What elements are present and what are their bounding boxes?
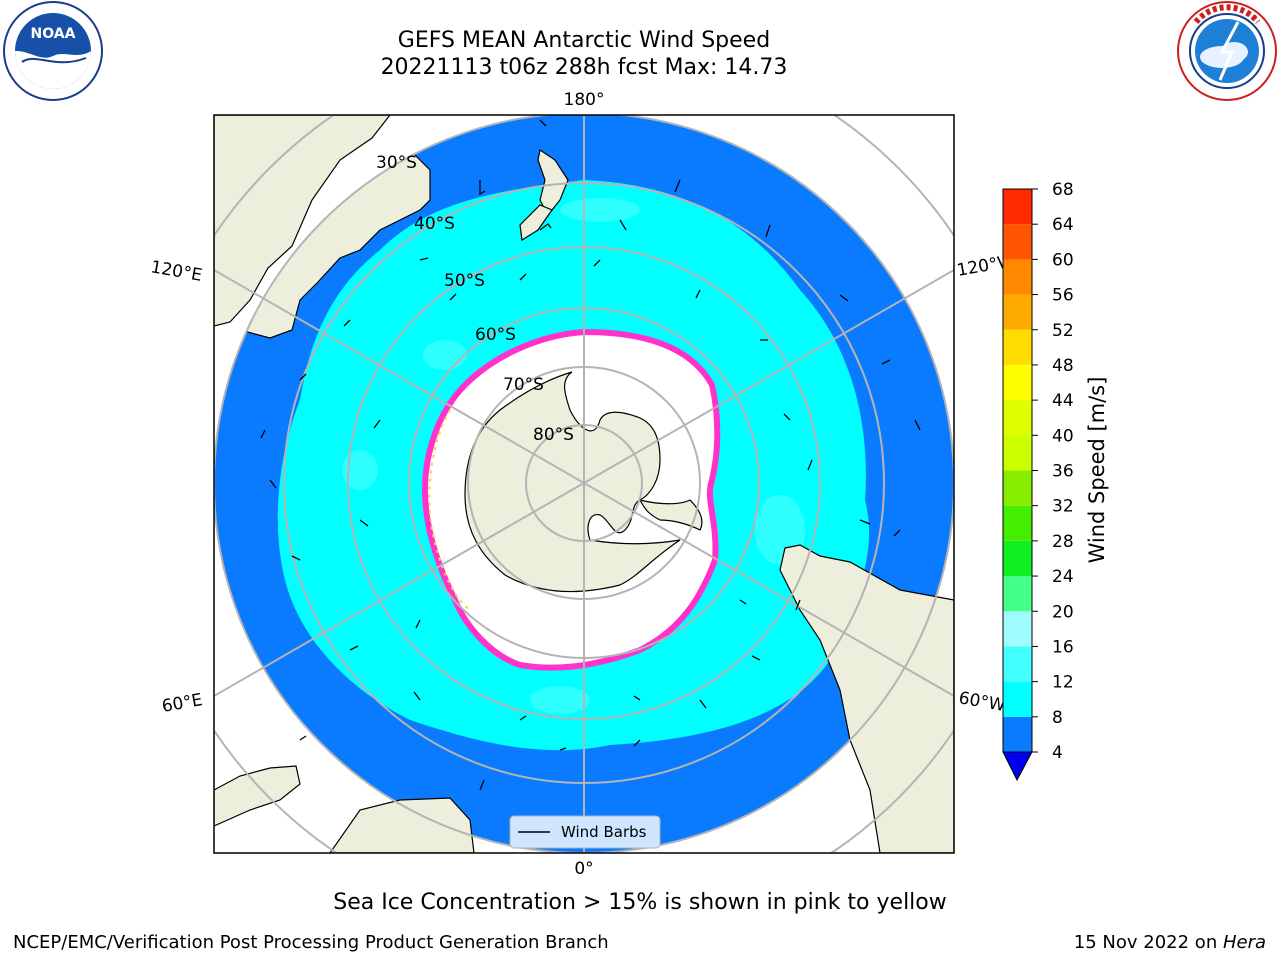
colorbar-extend-min: [1002, 751, 1033, 782]
colorbar-blocks: [1003, 189, 1032, 752]
sea-ice-note: Sea Ice Concentration > 15% is shown in …: [333, 890, 947, 915]
colorbar-tick-label: 56: [1052, 286, 1074, 306]
colorbar-block: [1003, 470, 1032, 506]
lat-label-80s: 80°S: [533, 425, 574, 445]
credit-date: 15 Nov 2022 on Hera: [1074, 932, 1266, 953]
antarctica-land: [464, 371, 681, 593]
meridian-label-180: 180°: [564, 90, 605, 110]
colorbar-tick-label: 64: [1052, 215, 1074, 235]
colorbar-block: [1003, 224, 1032, 260]
meridian-label-60e: 60°E: [160, 690, 204, 717]
colorbar-tick-label: 68: [1052, 180, 1074, 200]
colorbar-tick-label: 36: [1052, 462, 1074, 482]
colorbar-tick-label: 44: [1052, 391, 1074, 411]
colorbar-block: [1003, 611, 1032, 647]
colorbar-block: [1003, 646, 1032, 682]
colorbar-tick-label: 48: [1052, 356, 1074, 376]
colorbar-tick-label: 60: [1052, 250, 1074, 270]
wind-barbs-legend: Wind Barbs: [509, 815, 661, 849]
colorbar-block: [1003, 716, 1032, 752]
colorbar-tick-label: 20: [1052, 602, 1074, 622]
colorbar-block: [1003, 329, 1032, 365]
colorbar-block: [1003, 576, 1032, 612]
colorbar-block: [1003, 505, 1032, 541]
noaa-logo-text: NOAA: [31, 26, 76, 42]
lat-label-60s: 60°S: [475, 325, 516, 345]
colorbar-tick-label: 52: [1052, 321, 1074, 341]
colorbar-tick-label: 40: [1052, 426, 1074, 446]
colorbar-block: [1003, 189, 1032, 225]
colorbar-tick-label: 24: [1052, 567, 1074, 587]
lat-label-50s: 50°S: [444, 271, 485, 291]
colorbar-block: [1003, 259, 1032, 295]
map-title: GEFS MEAN Antarctic Wind Speed: [397, 28, 771, 53]
colorbar-block: [1003, 435, 1032, 471]
colorbar-tick-label: 28: [1052, 532, 1074, 552]
colorbar-tick-label: 8: [1052, 708, 1063, 728]
credit-branch: NCEP/EMC/Verification Post Processing Pr…: [13, 932, 609, 953]
noaa-logo-icon: NOAA: [3, 1, 103, 101]
colorbar-block: [1003, 294, 1032, 330]
latitude-labels: 30°S 40°S 50°S 60°S 70°S 80°S: [376, 153, 574, 445]
legend-label: Wind Barbs: [561, 823, 647, 841]
colorbar-tick-label: 4: [1052, 743, 1063, 763]
lat-label-40s: 40°S: [414, 214, 455, 234]
graticule: [214, 115, 954, 853]
colorbar-block: [1003, 681, 1032, 717]
map-subtitle: 20221113 t06z 288h fcst Max: 14.73: [380, 55, 788, 80]
colorbar-block: [1003, 400, 1032, 436]
colorbar-block: [1003, 540, 1032, 577]
colorbar-tick-label: 16: [1052, 637, 1074, 657]
credit-date-text: 15 Nov 2022 on: [1073, 932, 1223, 953]
wind-barbs: [260, 119, 921, 791]
nws-logo-icon: [1177, 1, 1277, 101]
colorbar-tick-label: 12: [1052, 673, 1074, 693]
lat-label-30s: 30°S: [376, 153, 417, 173]
colorbar-tick-label: 32: [1052, 497, 1074, 517]
meridian-label-60w: 60°W: [957, 688, 1007, 716]
map-frame: [213, 114, 955, 854]
credit-host: Hera: [1222, 932, 1266, 953]
lat-label-70s: 70°S: [503, 375, 544, 395]
colorbar-block: [1003, 364, 1032, 401]
meridian-label-0: 0°: [574, 859, 593, 879]
colorbar-label: Wind Speed [m/s]: [1085, 377, 1109, 564]
meridian-label-120e: 120°E: [149, 257, 203, 286]
